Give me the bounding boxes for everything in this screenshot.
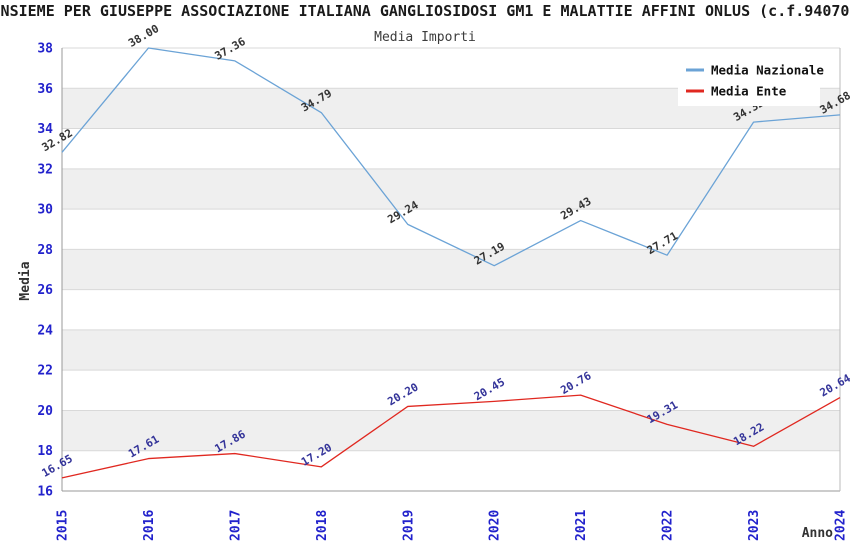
y-tick-label: 28 xyxy=(37,243,53,258)
point-label-media-nazionale: 38.00 xyxy=(126,22,161,50)
x-axis-title: Anno xyxy=(802,526,833,541)
y-tick-label: 38 xyxy=(37,42,53,57)
y-axis-title: Media xyxy=(18,261,33,300)
point-label-media-nazionale: 37.36 xyxy=(213,35,249,63)
x-tick-label: 2019 xyxy=(401,510,416,541)
point-label-media-ente: 20.45 xyxy=(472,375,507,403)
line-media-ente xyxy=(61,394,841,479)
legend-label-media-ente: Media Ente xyxy=(711,84,787,99)
y-tick-label: 22 xyxy=(37,364,53,379)
legend-label-media-nazionale: Media Nazionale xyxy=(711,63,824,78)
y-tick-label: 18 xyxy=(37,444,53,459)
legend-box xyxy=(678,56,820,106)
y-tick-label: 32 xyxy=(37,162,53,177)
x-tick-label: 2015 xyxy=(56,510,71,541)
y-tick-label: 26 xyxy=(37,283,53,298)
subtitle-row: Media Importi xyxy=(0,26,850,45)
x-tick-label: 2021 xyxy=(574,510,589,541)
x-tick-label: 2017 xyxy=(228,510,243,541)
chart-title: INSIEME PER GIUSEPPE ASSOCIAZIONE ITALIA… xyxy=(0,2,850,20)
y-tick-label: 16 xyxy=(37,485,53,500)
y-tick-label: 30 xyxy=(37,203,53,218)
x-tick-label: 2024 xyxy=(834,510,849,541)
x-tick-label: 2018 xyxy=(315,510,330,541)
legend-item-media-ente: Media Ente xyxy=(686,84,787,99)
chart-subtitle: Media Importi xyxy=(374,30,476,45)
y-tick-label: 36 xyxy=(37,82,53,97)
y-tick-label: 24 xyxy=(37,323,53,338)
point-label-media-ente: 20.76 xyxy=(558,369,594,397)
band-row xyxy=(62,329,840,371)
point-label-media-ente: 20.20 xyxy=(385,380,420,408)
y-tick-label: 34 xyxy=(37,122,53,137)
y-tick-label: 20 xyxy=(37,404,53,419)
title-row: INSIEME PER GIUSEPPE ASSOCIAZIONE ITALIA… xyxy=(0,2,850,20)
x-tick-label: 2016 xyxy=(142,510,157,541)
x-tick-label: 2020 xyxy=(488,510,503,541)
x-tick-label: 2023 xyxy=(747,510,762,541)
band-row xyxy=(62,410,840,451)
band-row xyxy=(62,249,840,290)
legend: Media Nazionale Media Ente xyxy=(678,56,824,106)
point-label-media-ente: 20.64 xyxy=(818,371,850,399)
band-row xyxy=(62,168,840,210)
x-tick-label: 2022 xyxy=(661,510,676,541)
legend-item-media-nazionale: Media Nazionale xyxy=(686,63,824,78)
line-media-nazionale xyxy=(61,47,841,267)
